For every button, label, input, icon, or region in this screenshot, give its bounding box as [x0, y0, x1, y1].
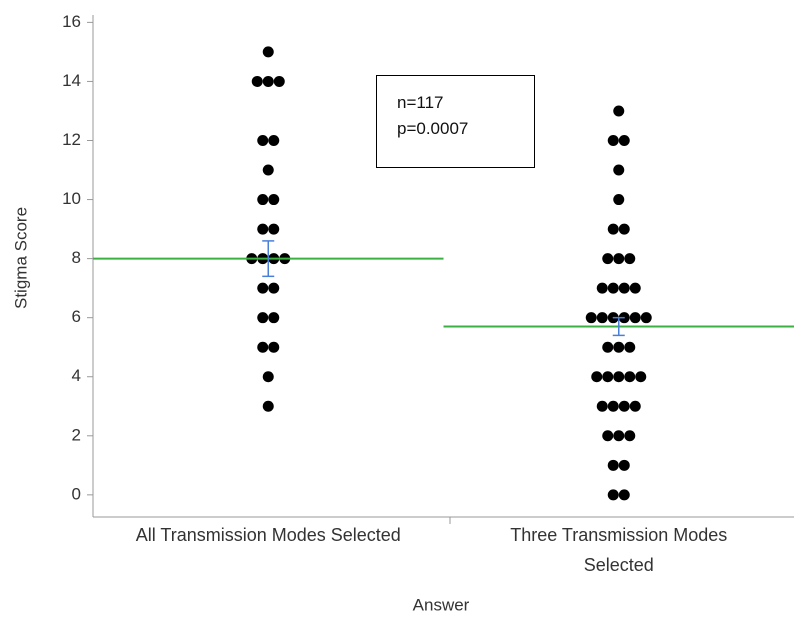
data-point: [602, 253, 614, 265]
annotation-box: n=117 p=0.0007: [376, 75, 535, 168]
data-point: [602, 430, 614, 442]
y-tick-label: 8: [72, 248, 81, 267]
data-point: [613, 430, 625, 442]
data-point: [640, 312, 652, 324]
data-point: [618, 459, 630, 471]
data-point: [618, 223, 630, 235]
data-point: [262, 371, 274, 383]
data-point: [262, 400, 274, 412]
y-tick-label: 2: [72, 425, 81, 444]
data-point: [273, 75, 285, 87]
data-point: [257, 223, 269, 235]
data-point: [618, 489, 630, 501]
data-point: [268, 341, 280, 353]
data-point: [629, 400, 641, 412]
data-point: [585, 312, 597, 324]
y-tick-label: 16: [62, 12, 81, 31]
x-tick-label: Three Transmission Modes Selected: [510, 525, 728, 575]
data-point: [607, 223, 619, 235]
x-tick-label: All Transmission Modes Selected: [135, 525, 401, 545]
data-point: [251, 75, 263, 87]
data-point: [268, 135, 280, 146]
data-point: [596, 400, 608, 412]
data-point: [607, 459, 619, 471]
data-point: [602, 341, 614, 353]
annotation: n=117: [397, 93, 444, 112]
data-point: [618, 282, 630, 294]
y-axis-title: Stigma Score: [11, 207, 30, 309]
data-point: [257, 341, 269, 353]
data-point: [596, 312, 608, 324]
data-point: [607, 282, 619, 294]
data-point: [613, 194, 625, 206]
y-tick-label: 0: [72, 484, 81, 503]
data-point: [613, 253, 625, 265]
data-point: [613, 371, 625, 383]
data-point: [257, 135, 269, 146]
x-axis-title: Answer: [413, 595, 470, 614]
data-point: [618, 135, 630, 146]
data-point: [268, 223, 280, 235]
data-point: [262, 75, 274, 87]
data-point: [624, 253, 636, 265]
data-point: [607, 135, 619, 146]
data-point: [607, 400, 619, 412]
y-tick-label: 12: [62, 130, 81, 149]
y-tick-label: 14: [62, 71, 81, 90]
data-point: [629, 312, 641, 324]
y-tick-label: 6: [72, 307, 81, 326]
data-point: [613, 105, 625, 117]
data-point: [262, 164, 274, 176]
data-point: [624, 371, 636, 383]
y-tick-label: 4: [72, 366, 81, 385]
y-tick-label: 10: [62, 189, 81, 208]
data-point: [613, 164, 625, 176]
data-point: [624, 341, 636, 353]
data-point: [624, 430, 636, 442]
data-point: [268, 312, 280, 324]
data-point: [257, 194, 269, 206]
data-point: [629, 282, 641, 294]
data-point: [635, 371, 647, 383]
annotation: p=0.0007: [397, 119, 469, 138]
data-point: [618, 400, 630, 412]
data-point: [257, 282, 269, 294]
data-point: [591, 371, 603, 383]
data-point: [262, 46, 274, 58]
data-point: [602, 371, 614, 383]
data-point: [257, 312, 269, 324]
data-point: [613, 341, 625, 353]
data-point: [607, 489, 619, 501]
data-point: [268, 282, 280, 294]
data-point: [268, 194, 280, 206]
data-point: [596, 282, 608, 294]
